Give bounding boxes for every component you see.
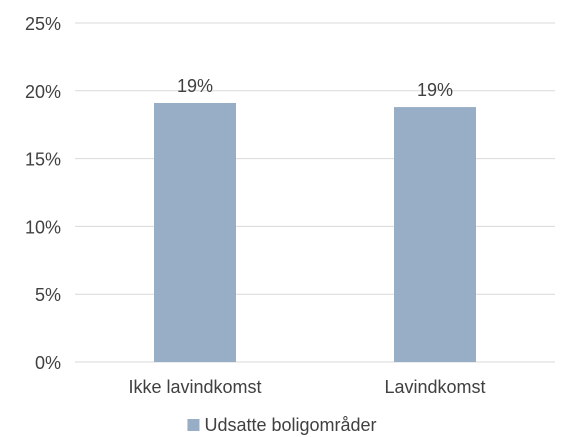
y-tick-label: 25% [25,14,61,34]
data-label: 19% [177,76,213,96]
y-tick-label: 0% [35,353,61,373]
x-tick-label: Ikke lavindkomst [128,377,261,397]
legend-swatch [187,419,200,431]
bar [154,103,236,362]
bar [394,107,476,363]
x-tick-label: Lavindkomst [384,377,485,397]
data-label: 19% [417,80,453,100]
y-tick-label: 10% [25,217,61,237]
legend-label: Udsatte boligområder [204,415,376,435]
y-tick-label: 20% [25,82,61,102]
y-tick-label: 15% [25,150,61,170]
y-tick-label: 5% [35,285,61,305]
